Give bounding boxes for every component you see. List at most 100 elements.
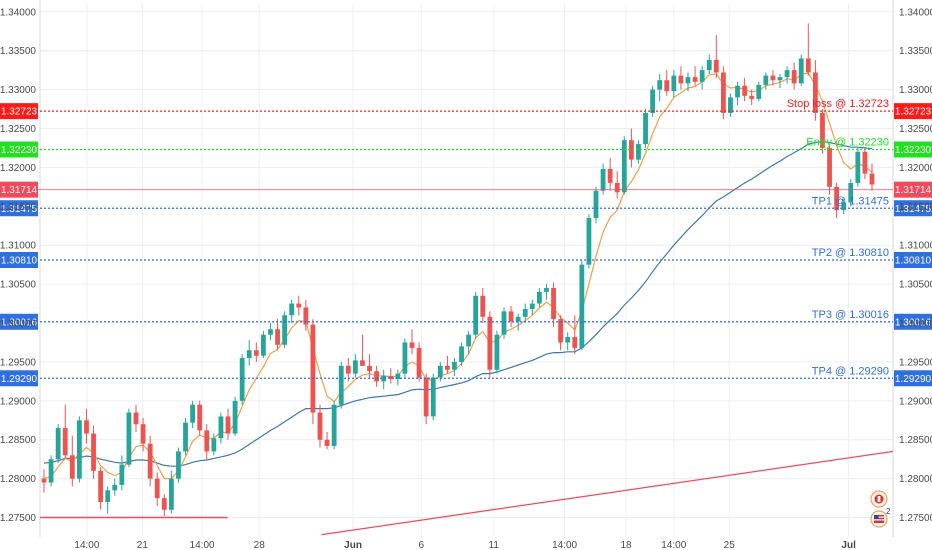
candle-up [218,412,224,444]
candle-body [76,420,82,479]
candle-up [756,81,762,102]
candle-up [657,74,663,102]
candle-body [360,360,365,366]
candle-body [572,337,578,348]
candle-up [798,54,804,86]
y-tick-label-left: 1.31000 [0,241,36,252]
candle-body [565,337,571,343]
candle-body [515,316,521,322]
candle-body [820,112,825,148]
candle-body [402,342,408,374]
y-tick-label-left: 1.28500 [0,435,36,446]
candle-body [593,190,599,218]
candle-down [140,417,146,452]
candle-up [777,74,783,89]
tp3-badge-right [894,313,932,330]
tp2-badge-left-text: 1.30810 [1,255,38,266]
y-tick-label-right: 1.28500 [899,435,932,446]
candle-down [862,147,868,180]
us-flag-icon[interactable]: 2 [870,507,891,528]
candle-down [664,70,670,96]
tp4-label: TP4 @ 1.29290 [812,365,889,377]
tp2-badge-left [0,251,38,268]
candle-down [770,70,776,86]
candle-body [579,264,585,348]
us-flag-body [874,515,884,523]
candle-body [176,451,181,479]
candle-up [621,136,627,195]
candle-body [119,464,125,485]
candle-body [643,112,648,145]
candle-down [713,35,719,78]
tp1-badge-left [0,200,38,217]
candle-body [69,455,75,479]
candle-up [119,455,125,491]
event-badges[interactable]: 2 [870,490,891,528]
candle-body [395,373,401,380]
ma-fast-line [43,72,873,480]
candle-body [699,70,705,82]
candle-body [706,60,712,71]
candle-down [827,144,832,195]
candle-down [367,354,372,378]
candle-up [579,260,585,351]
candle-body [444,365,450,370]
candle-body [628,140,634,160]
right-price-axis[interactable]: 1.27500 1.28000 1.28500 1.29000 1.29500 1.300… [899,7,932,524]
candle-body [487,316,493,370]
candle-body [784,70,790,78]
tp4-badge-left [0,370,38,387]
x-axis: 14:00 21 14:00 28 Jun 6 11 14:00 18 14:00 25 Jul [74,540,856,550]
candle-body [190,404,196,423]
candle-up [593,186,599,224]
x-tick-label: Jul [841,540,856,550]
candle-down [41,469,47,493]
current-price-line: 1.31714 1.31714 [0,181,932,198]
candle-up [176,447,181,483]
y-tick-label-left: 1.31500 [0,202,36,213]
y-tick-label-left: 1.27500 [0,513,36,524]
candle-body [720,72,726,113]
candle-up [55,424,61,464]
candle-body [636,144,641,160]
tp3-badge-left [0,313,38,330]
candle-body [827,147,832,187]
y-tick-label-left: 1.29000 [0,396,36,407]
stop-loss-badge-right [894,103,932,120]
candle-up [763,72,769,90]
current-price-badge-right [894,181,932,198]
candle-body [473,295,479,335]
candle-up [402,338,408,378]
y-tick-label-left: 1.32500 [0,124,36,135]
candle-down [628,128,634,168]
candle-up [636,140,641,164]
trade-levels[interactable]: Stop loss @ 1.32723 1.32723 1.32723 Entry @… [0,98,932,387]
ca-flag-icon[interactable] [870,490,888,508]
x-tick-label: 14:00 [661,540,686,550]
candle-up [671,70,677,98]
candle-body [777,77,783,81]
candle-down [791,62,797,90]
left-price-axis[interactable]: 1.27500 1.28000 1.28500 1.29000 1.29500 1.300… [0,7,36,524]
candle-up [848,179,854,207]
candle-body [862,151,868,174]
candle-body [501,311,507,335]
candle-down [388,368,394,384]
x-tick-label: 28 [254,540,266,550]
us-flag-stripe [874,516,884,518]
candle-up [706,54,712,75]
entry-badge-left-text: 1.32230 [1,145,38,156]
candle-body [204,430,210,452]
stop-loss-label: Stop loss @ 1.32723 [787,98,889,110]
candle-down [742,77,748,102]
y-tick-label-right: 1.33500 [899,46,932,57]
candle-body [621,140,627,193]
candle-body [600,168,606,191]
candle-body [253,350,259,356]
y-tick-label-left: 1.28000 [0,474,36,485]
candle-up [650,85,656,117]
y-tick-label-right: 1.34000 [899,7,932,18]
candle-down [345,358,351,382]
candle-body [324,439,330,446]
